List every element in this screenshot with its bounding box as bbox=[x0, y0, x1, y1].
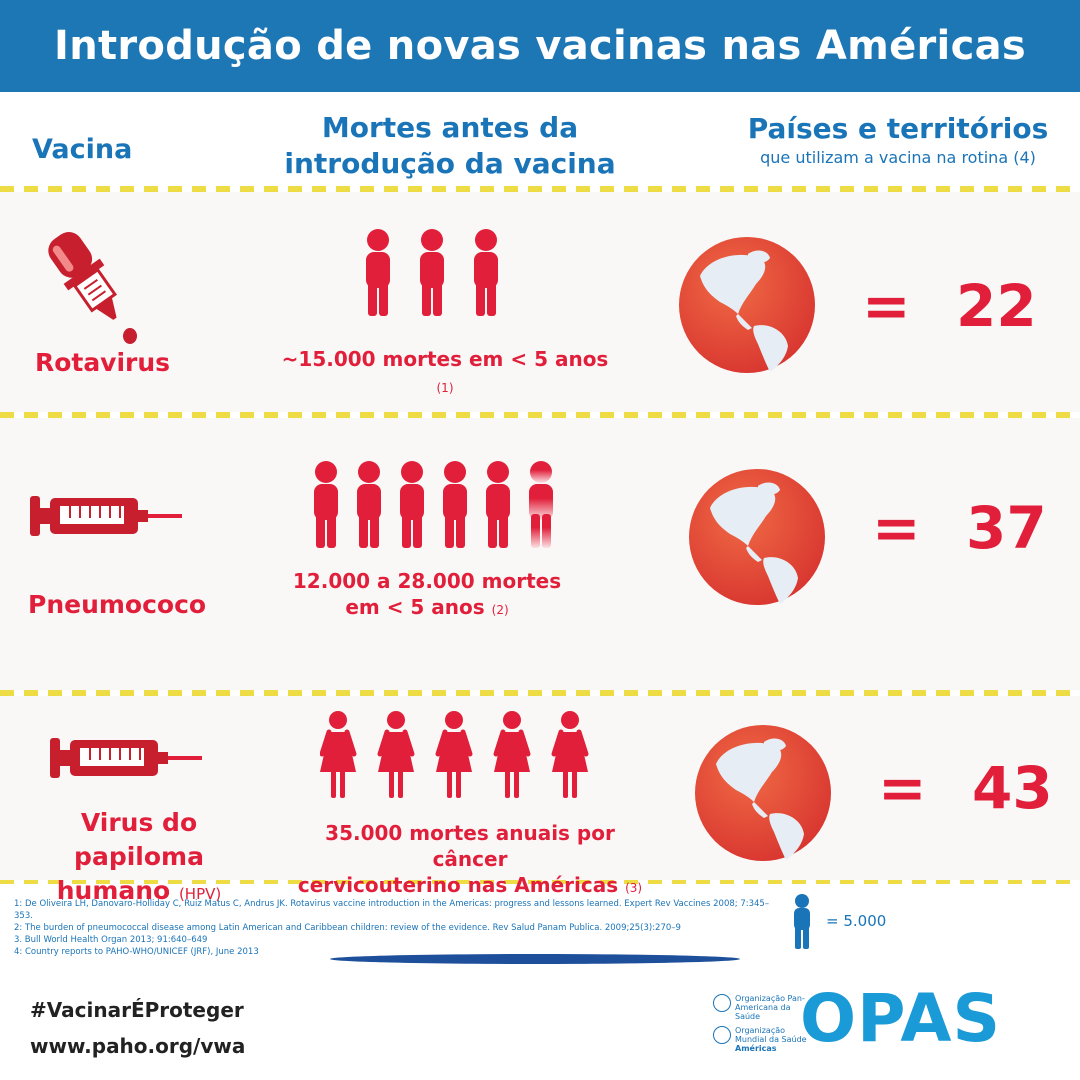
woman-icon bbox=[377, 711, 415, 798]
header-mortes: Mortes antes da introdução da vacina bbox=[284, 111, 616, 180]
child-icon bbox=[314, 461, 338, 548]
child-icon bbox=[400, 461, 424, 548]
title-banner: Introdução de novas vacinas nas Américas bbox=[0, 0, 1080, 92]
decorative-ellipse bbox=[330, 954, 740, 964]
child-icon bbox=[443, 461, 467, 548]
row-background bbox=[0, 192, 1080, 412]
people-group bbox=[312, 460, 572, 559]
references: 1: De Oliveira LH, Danovaro-Holliday C, … bbox=[14, 898, 774, 958]
syringe-icon bbox=[50, 730, 206, 790]
reference-item: 4: Country reports to PAHO-WHO/UNICEF (J… bbox=[14, 947, 259, 957]
vaccine-name: Rotavirus bbox=[34, 348, 171, 377]
globe-icon bbox=[678, 236, 816, 378]
globe-icon bbox=[688, 468, 826, 610]
equals-sign: = bbox=[862, 272, 911, 340]
page-title: Introdução de novas vacinas nas Américas bbox=[54, 23, 1026, 69]
people-group bbox=[360, 228, 540, 327]
equals-sign: = bbox=[872, 494, 921, 562]
deaths-text: 35.000 mortes anuais por câncer cervicou… bbox=[297, 821, 643, 897]
dropper-icon bbox=[42, 226, 142, 350]
syringe-icon bbox=[30, 488, 186, 548]
paho-seal-icon bbox=[713, 994, 731, 1012]
child-icon bbox=[357, 461, 381, 548]
globe-icon bbox=[694, 724, 832, 866]
reference-item: 2: The burden of pneumococcal disease am… bbox=[14, 923, 681, 933]
woman-icon bbox=[319, 711, 357, 798]
child-icon bbox=[420, 229, 444, 316]
country-count: 37 bbox=[966, 494, 1047, 562]
child-icon bbox=[529, 461, 553, 548]
woman-icon bbox=[435, 711, 473, 798]
country-count: 22 bbox=[956, 272, 1037, 340]
woman-icon bbox=[551, 711, 589, 798]
people-group bbox=[319, 710, 590, 809]
child-icon bbox=[366, 229, 390, 316]
who-seal-icon bbox=[713, 1026, 731, 1044]
divider bbox=[0, 412, 1080, 418]
opas-logo: OPAS bbox=[800, 980, 1002, 1057]
legend-text: = 5.000 bbox=[826, 912, 887, 930]
reference-item: 1: De Oliveira LH, Danovaro-Holliday C, … bbox=[14, 899, 770, 921]
child-icon bbox=[486, 461, 510, 548]
divider bbox=[0, 690, 1080, 696]
divider bbox=[0, 880, 1080, 884]
vaccine-name: Pneumococo bbox=[28, 590, 207, 619]
reference-item: 3. Bull World Health Organ 2013; 91:640–… bbox=[14, 935, 208, 945]
header-vacina: Vacina bbox=[32, 134, 133, 165]
row-background bbox=[0, 696, 1080, 880]
header-paises: Países e territórios bbox=[747, 112, 1049, 145]
legend: = 5.000 bbox=[790, 893, 886, 949]
header-paises-sub: que utilizam a vacina na rotina (4) bbox=[760, 148, 1036, 167]
vaccine-name: Virus do papiloma humano (HPV) bbox=[56, 808, 222, 905]
equals-sign: = bbox=[878, 754, 927, 822]
divider bbox=[0, 186, 1080, 192]
deaths-text: ~15.000 mortes em < 5 anos (1) bbox=[281, 347, 609, 395]
woman-icon bbox=[493, 711, 531, 798]
country-count: 43 bbox=[972, 754, 1053, 822]
website-link[interactable]: www.paho.org/vwa bbox=[30, 1034, 246, 1058]
deaths-text: 12.000 a 28.000 mortes em < 5 anos (2) bbox=[292, 569, 562, 619]
hashtag[interactable]: #VacinarÉProteger bbox=[30, 998, 244, 1022]
child-icon bbox=[474, 229, 498, 316]
child-icon bbox=[794, 894, 810, 949]
org-logo: Organização Pan-Americana da Saúde Organ… bbox=[713, 994, 813, 1058]
